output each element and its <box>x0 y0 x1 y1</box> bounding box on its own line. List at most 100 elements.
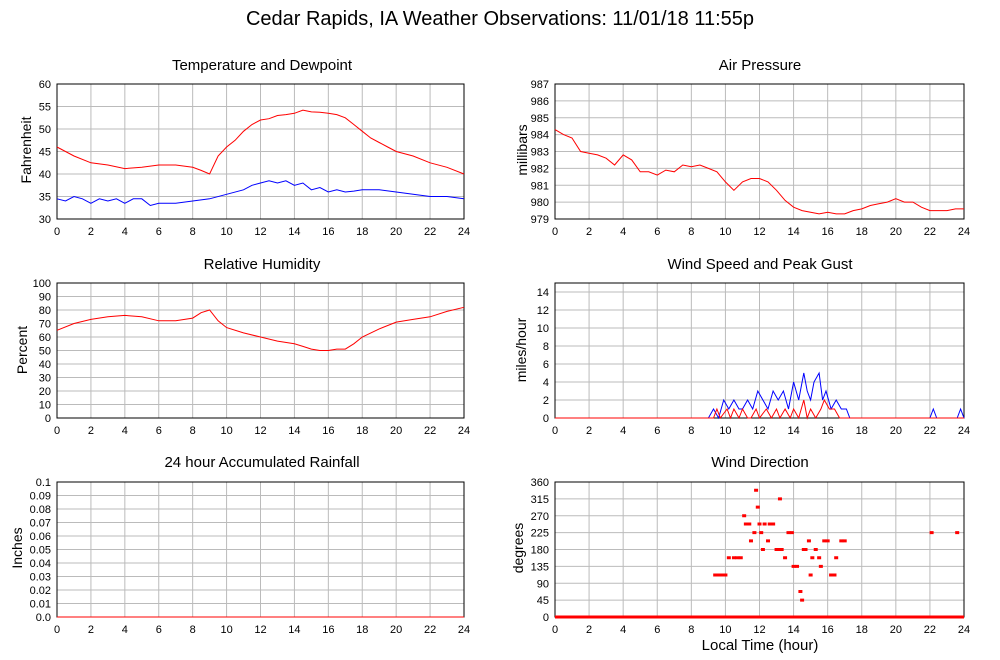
direction-point <box>731 556 736 560</box>
humidity-y-tick-label: 60 <box>39 332 51 344</box>
direction-point <box>955 531 960 535</box>
direction-point <box>759 531 764 535</box>
direction-point <box>762 522 767 526</box>
rain-x-tick-label: 16 <box>322 624 334 636</box>
direction-point <box>808 573 813 577</box>
pressure-y-tick-label: 984 <box>531 130 549 142</box>
direction-point <box>832 573 837 577</box>
wind-chart-title: Wind Speed and Peak Gust <box>667 256 853 273</box>
rain-x-tick-label: 14 <box>288 624 300 636</box>
pressure-y-tick-label: 979 <box>531 214 549 226</box>
direction-point <box>742 514 747 518</box>
direction-point <box>747 522 752 526</box>
pressure-y-tick-label: 986 <box>531 96 549 108</box>
direction-point <box>798 590 803 593</box>
direction-point <box>803 548 808 551</box>
wind-x-tick-label: 0 <box>552 425 558 437</box>
direction-x-tick-label: 22 <box>924 624 936 636</box>
pressure-x-tick-label: 2 <box>586 226 592 238</box>
rain-y-tick-label: 0.03 <box>30 572 51 584</box>
pressure-y-tick-label: 983 <box>531 147 549 159</box>
pressure-y-tick-label: 985 <box>531 113 549 125</box>
humidity-y-tick-label: 50 <box>39 346 51 358</box>
rain-x-tick-label: 18 <box>356 624 368 636</box>
temp-x-tick-label: 14 <box>288 226 300 238</box>
direction-y-tick-label: 180 <box>531 545 549 557</box>
wind-x-tick-label: 4 <box>620 425 626 437</box>
wind-x-tick-label: 10 <box>719 425 731 437</box>
pressure-y-tick-label: 987 <box>531 79 549 91</box>
pressure-x-tick-label: 24 <box>958 226 970 238</box>
wind-y-tick-label: 6 <box>543 359 549 371</box>
temp-x-tick-label: 18 <box>356 226 368 238</box>
temp-y-tick-label: 30 <box>39 214 51 226</box>
humidity-x-tick-label: 22 <box>424 425 436 437</box>
wind-x-tick-label: 24 <box>958 425 970 437</box>
rain-x-tick-label: 10 <box>220 624 232 636</box>
temp-x-tick-label: 24 <box>458 226 470 238</box>
direction-point <box>735 556 740 560</box>
direction-y-tick-label: 225 <box>531 528 549 540</box>
humidity-y-tick-label: 30 <box>39 373 51 385</box>
humidity-y-tick-label: 10 <box>39 400 51 412</box>
temp-series-line <box>56 109 465 175</box>
direction-point <box>834 556 839 560</box>
direction-point <box>757 522 762 526</box>
rain-x-tick-label: 12 <box>254 624 266 636</box>
wind-y-tick-label: 10 <box>537 323 549 335</box>
direction-point <box>748 539 753 543</box>
direction-y-tick-label: 90 <box>537 578 549 590</box>
pressure-x-tick-label: 10 <box>719 226 731 238</box>
rain-y-tick-label: 0.08 <box>30 504 51 516</box>
direction-point <box>783 556 788 560</box>
humidity-x-tick-label: 14 <box>288 425 300 437</box>
temp-x-tick-label: 2 <box>88 226 94 238</box>
humidity-x-tick-label: 20 <box>390 425 402 437</box>
temp-chart-title: Temperature and Dewpoint <box>171 57 353 74</box>
pressure-plot-frame <box>554 83 965 220</box>
direction-x-tick-label: 2 <box>586 624 592 636</box>
direction-x-tick-label: 4 <box>620 624 626 636</box>
direction-point <box>842 539 847 543</box>
direction-point <box>723 573 728 577</box>
direction-x-tick-label: 0 <box>552 624 558 636</box>
temp-x-tick-label: 20 <box>390 226 402 238</box>
direction-point <box>800 598 805 602</box>
direction-point <box>929 531 934 535</box>
wind-y-tick-label: 8 <box>543 341 549 353</box>
direction-point <box>794 564 799 568</box>
temp-x-tick-label: 0 <box>54 226 60 238</box>
wind-x-tick-label: 18 <box>856 425 868 437</box>
humidity-series-line <box>56 306 465 351</box>
wind-y-tick-label: 2 <box>543 395 549 407</box>
rain-x-tick-label: 8 <box>190 624 196 636</box>
humidity-y-tick-label: 70 <box>39 319 51 331</box>
pressure-x-tick-label: 6 <box>654 226 660 238</box>
pressure-x-tick-label: 22 <box>924 226 936 238</box>
direction-y-tick-label: 315 <box>531 494 549 506</box>
time-x-axis-label: Local Time (hour) <box>701 637 819 654</box>
wind-y-tick-label: 0 <box>543 413 549 425</box>
humidity-y-tick-label: 20 <box>39 386 51 398</box>
wind-x-tick-label: 16 <box>822 425 834 437</box>
pressure-x-tick-label: 8 <box>688 226 694 238</box>
direction-point <box>789 531 794 535</box>
direction-point <box>813 548 818 551</box>
humidity-x-tick-label: 8 <box>190 425 196 437</box>
direction-y-tick-label: 45 <box>537 595 549 607</box>
direction-point <box>806 539 811 543</box>
direction-point <box>766 539 771 543</box>
rain-y-tick-label: 0.04 <box>30 558 51 570</box>
direction-x-tick-label: 20 <box>890 624 902 636</box>
direction-point <box>716 573 721 577</box>
pressure-y-tick-label: 982 <box>531 163 549 175</box>
pressure-series-line <box>554 129 964 215</box>
rain-y-tick-label: 0.09 <box>30 491 51 503</box>
humidity-x-tick-label: 10 <box>220 425 232 437</box>
humidity-x-tick-label: 16 <box>322 425 334 437</box>
temp-y-tick-label: 50 <box>39 124 51 136</box>
pressure-x-tick-label: 12 <box>753 226 765 238</box>
rain-x-tick-label: 0 <box>54 624 60 636</box>
direction-y-tick-label: 360 <box>531 477 549 489</box>
rain-y-tick-label: 0.06 <box>30 531 51 543</box>
